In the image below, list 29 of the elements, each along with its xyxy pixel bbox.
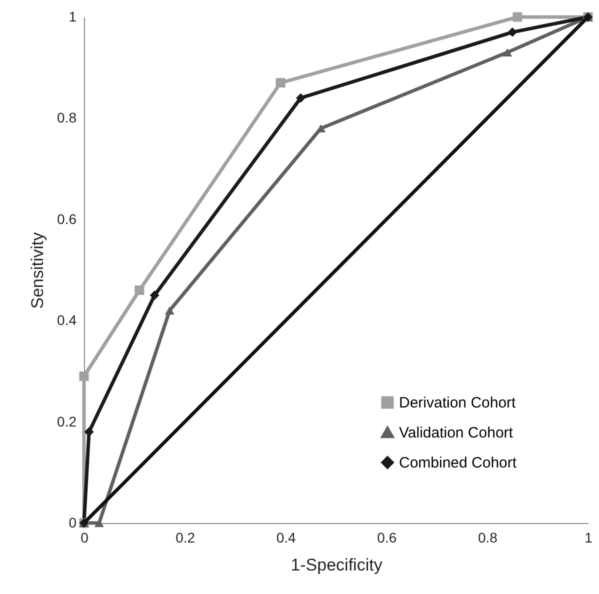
point (94, 518, 104, 528)
x-tick-label: 0 (80, 530, 89, 546)
point (134, 285, 144, 295)
y-tick-label: 0.8 (57, 110, 77, 126)
point (79, 372, 89, 382)
y-axis-title: Sensitivity (28, 232, 48, 309)
x-tick-label: 0.6 (377, 530, 397, 546)
x-tick-label: 0.2 (176, 530, 196, 546)
y-tick-label: 0.6 (57, 210, 77, 227)
point (296, 93, 306, 103)
x-tick-label: 0.4 (276, 530, 296, 546)
y-tick-label: 0.4 (57, 312, 77, 328)
point (164, 306, 174, 315)
y-tick-label: 0.2 (57, 413, 77, 430)
point (508, 27, 518, 37)
y-tick-label: 1 (68, 8, 77, 24)
point (316, 124, 326, 132)
point (276, 78, 286, 88)
x-axis-title: 1-Specificity (290, 556, 383, 574)
legend-label: Combined Cohort (399, 454, 518, 472)
legend-label: Validation Cohort (399, 424, 514, 442)
y-tick-label: 0 (68, 514, 77, 530)
point (150, 290, 160, 300)
point (84, 427, 94, 437)
x-tick-label: 0.8 (478, 530, 498, 546)
x-tick-label: 1 (584, 530, 593, 546)
point (512, 12, 522, 22)
legend-label: Derivation Cohort (399, 394, 517, 412)
point (502, 48, 512, 57)
